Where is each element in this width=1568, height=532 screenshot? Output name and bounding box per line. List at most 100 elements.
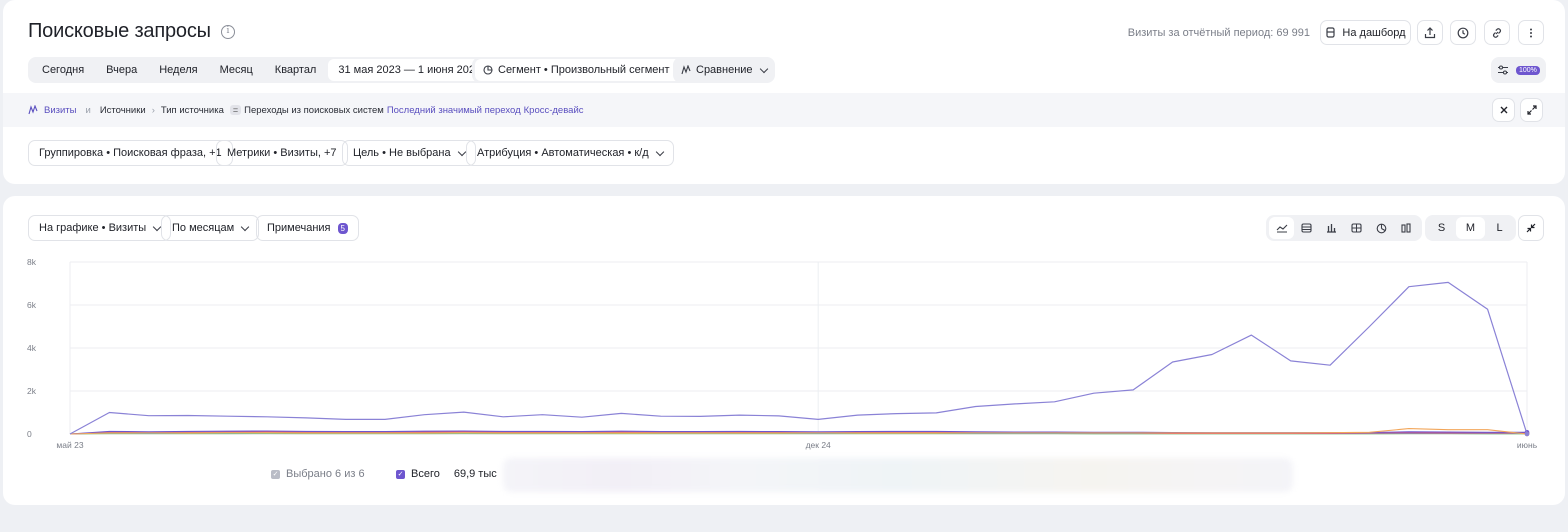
dashboard-icon <box>1326 27 1336 38</box>
more-vertical-icon <box>1530 28 1532 37</box>
column-chart-icon <box>1401 223 1411 233</box>
segment-label: Сегмент • Произвольный сегмент <box>498 64 670 76</box>
breadcrumb-value[interactable]: Переходы из поисковых систем <box>244 104 384 116</box>
breadcrumb-sources[interactable]: Источники <box>99 104 146 116</box>
chart-detail-select[interactable]: По месяцам <box>161 215 260 241</box>
chart-metric-select[interactable]: На графике • Визиты <box>28 215 172 241</box>
close-icon <box>1500 106 1507 114</box>
legend-total[interactable]: ✓ Всего 69,9 тыс <box>396 468 497 480</box>
sampling-settings-button[interactable]: 100% <box>1491 57 1546 83</box>
metrics-label: Метрики • Визиты, +7 <box>227 147 337 159</box>
table-chart-type[interactable] <box>1344 217 1369 239</box>
breadcrumb-attribution[interactable]: Последний значимый переход <box>386 104 521 116</box>
y-tick-label: 6k <box>27 300 37 310</box>
expand-filter-button[interactable] <box>1520 98 1543 122</box>
line-chart-type[interactable] <box>1269 217 1294 239</box>
pie-chart-icon <box>1376 223 1387 233</box>
date-range-picker[interactable]: 31 мая 2023 — 1 июня 2026 <box>328 59 505 81</box>
sampling-badge: 100% <box>1516 65 1540 75</box>
sliders-icon <box>1498 65 1508 75</box>
x-tick-label: июнь <box>1517 440 1538 450</box>
period-week[interactable]: Неделя <box>159 64 198 76</box>
series-line <box>69 281 1528 435</box>
x-tick-label: дек 24 <box>806 440 831 450</box>
collapse-icon <box>1526 223 1536 233</box>
breadcrumb-equals: = <box>229 105 242 115</box>
series-end-point <box>1524 431 1530 437</box>
close-filter-button[interactable] <box>1492 98 1515 122</box>
stacked-chart-type[interactable] <box>1294 217 1319 239</box>
bar-chart-icon <box>1327 224 1336 233</box>
collapse-chart-button[interactable] <box>1518 215 1544 241</box>
period-today[interactable]: Сегодня <box>42 64 85 76</box>
breadcrumb-separator: › <box>151 104 155 116</box>
info-icon[interactable]: i <box>221 25 235 39</box>
add-to-dashboard-button[interactable]: На дашборд <box>1320 20 1411 45</box>
export-icon <box>1424 26 1436 38</box>
segment-selector[interactable]: Сегмент • Произвольный сегмент <box>472 57 695 83</box>
chevron-down-icon <box>759 64 768 73</box>
filter-breadcrumbs: Визиты и Источники › Тип источника = Пер… <box>3 93 1565 127</box>
checkbox-icon: ✓ <box>396 469 405 479</box>
chart-series <box>69 281 1530 437</box>
compare-button[interactable]: Сравнение <box>673 57 775 83</box>
chevron-down-icon <box>457 147 466 156</box>
clock-icon <box>1457 27 1469 38</box>
goal-label: Цель • Не выбрана <box>353 147 451 159</box>
chart-axis-labels: 0 2k 4k 6k 8k май 23 дек 24 июнь <box>27 257 1538 450</box>
chart-metric-label: На графике • Визиты <box>39 222 147 234</box>
period-month[interactable]: Месяц <box>219 64 253 76</box>
history-button[interactable] <box>1450 20 1476 45</box>
segment-icon <box>483 65 493 75</box>
expand-icon <box>1526 105 1537 115</box>
chart-detail-label: По месяцам <box>172 222 235 234</box>
checkbox-icon: ✓ <box>271 469 280 479</box>
y-tick-label: 4k <box>27 343 37 353</box>
legend-total-label: Всего <box>411 468 440 480</box>
pie-chart-type[interactable] <box>1369 217 1394 239</box>
notes-count: 5 <box>337 222 348 234</box>
legend-selected[interactable]: ✓ Выбрано 6 из 6 <box>271 468 365 480</box>
export-button[interactable] <box>1417 20 1443 45</box>
compare-icon <box>681 65 691 75</box>
link-icon <box>1493 27 1501 38</box>
compare-icon <box>28 105 38 115</box>
table-icon <box>1351 223 1362 233</box>
chevron-down-icon <box>240 222 250 231</box>
period-yesterday[interactable]: Вчера <box>106 64 138 76</box>
x-tick-label: май 23 <box>56 440 83 450</box>
y-tick-label: 2k <box>27 386 37 396</box>
period-selector: Сегодня Вчера Неделя Месяц Квартал 31 ма… <box>28 57 508 83</box>
chevron-down-icon <box>655 147 664 156</box>
size-l-option[interactable]: L <box>1496 222 1503 234</box>
grouping-button[interactable]: Группировка • Поисковая фраза, +1 <box>28 140 233 166</box>
attribution-select[interactable]: Атрибуция • Автоматическая • к/д <box>466 140 674 166</box>
chart-type-selector <box>1266 215 1422 241</box>
dashboard-label: На дашборд <box>1342 26 1406 39</box>
breadcrumb-crossdevice[interactable]: Кросс-девайс <box>523 104 584 116</box>
column-chart-type[interactable] <box>1394 217 1419 239</box>
series-legend-blurred <box>503 458 1293 492</box>
report-header-card: Поисковые запросы i Визиты за отчётный п… <box>3 0 1565 184</box>
period-quarter[interactable]: Квартал <box>274 64 317 76</box>
line-chart-icon <box>1276 224 1287 233</box>
stacked-icon <box>1301 223 1312 233</box>
size-s-option[interactable]: S <box>1437 222 1446 234</box>
visits-total: Визиты за отчётный период: 69 991 <box>1127 27 1310 39</box>
grouping-label: Группировка • Поисковая фраза, +1 <box>39 147 222 159</box>
legend-selected-label: Выбрано 6 из 6 <box>286 468 365 480</box>
bar-chart-type[interactable] <box>1319 217 1344 239</box>
metrics-button[interactable]: Метрики • Визиты, +7 <box>216 140 348 166</box>
breadcrumb-visits[interactable]: Визиты <box>44 104 77 116</box>
notes-button[interactable]: Примечания 5 <box>256 215 359 241</box>
more-menu-button[interactable] <box>1518 20 1544 45</box>
date-range-label: 31 мая 2023 — 1 июня 2026 <box>338 64 482 76</box>
breadcrumb-source-type[interactable]: Тип источника <box>160 104 224 116</box>
page-title: Поисковые запросы <box>28 20 211 42</box>
copy-link-button[interactable] <box>1484 20 1510 45</box>
size-m-option[interactable]: M <box>1456 217 1485 239</box>
goal-select[interactable]: Цель • Не выбрана <box>342 140 476 166</box>
y-tick-label: 0 <box>27 429 32 439</box>
y-tick-label: 8k <box>27 257 37 267</box>
chart-size-selector: S M L <box>1425 215 1516 241</box>
